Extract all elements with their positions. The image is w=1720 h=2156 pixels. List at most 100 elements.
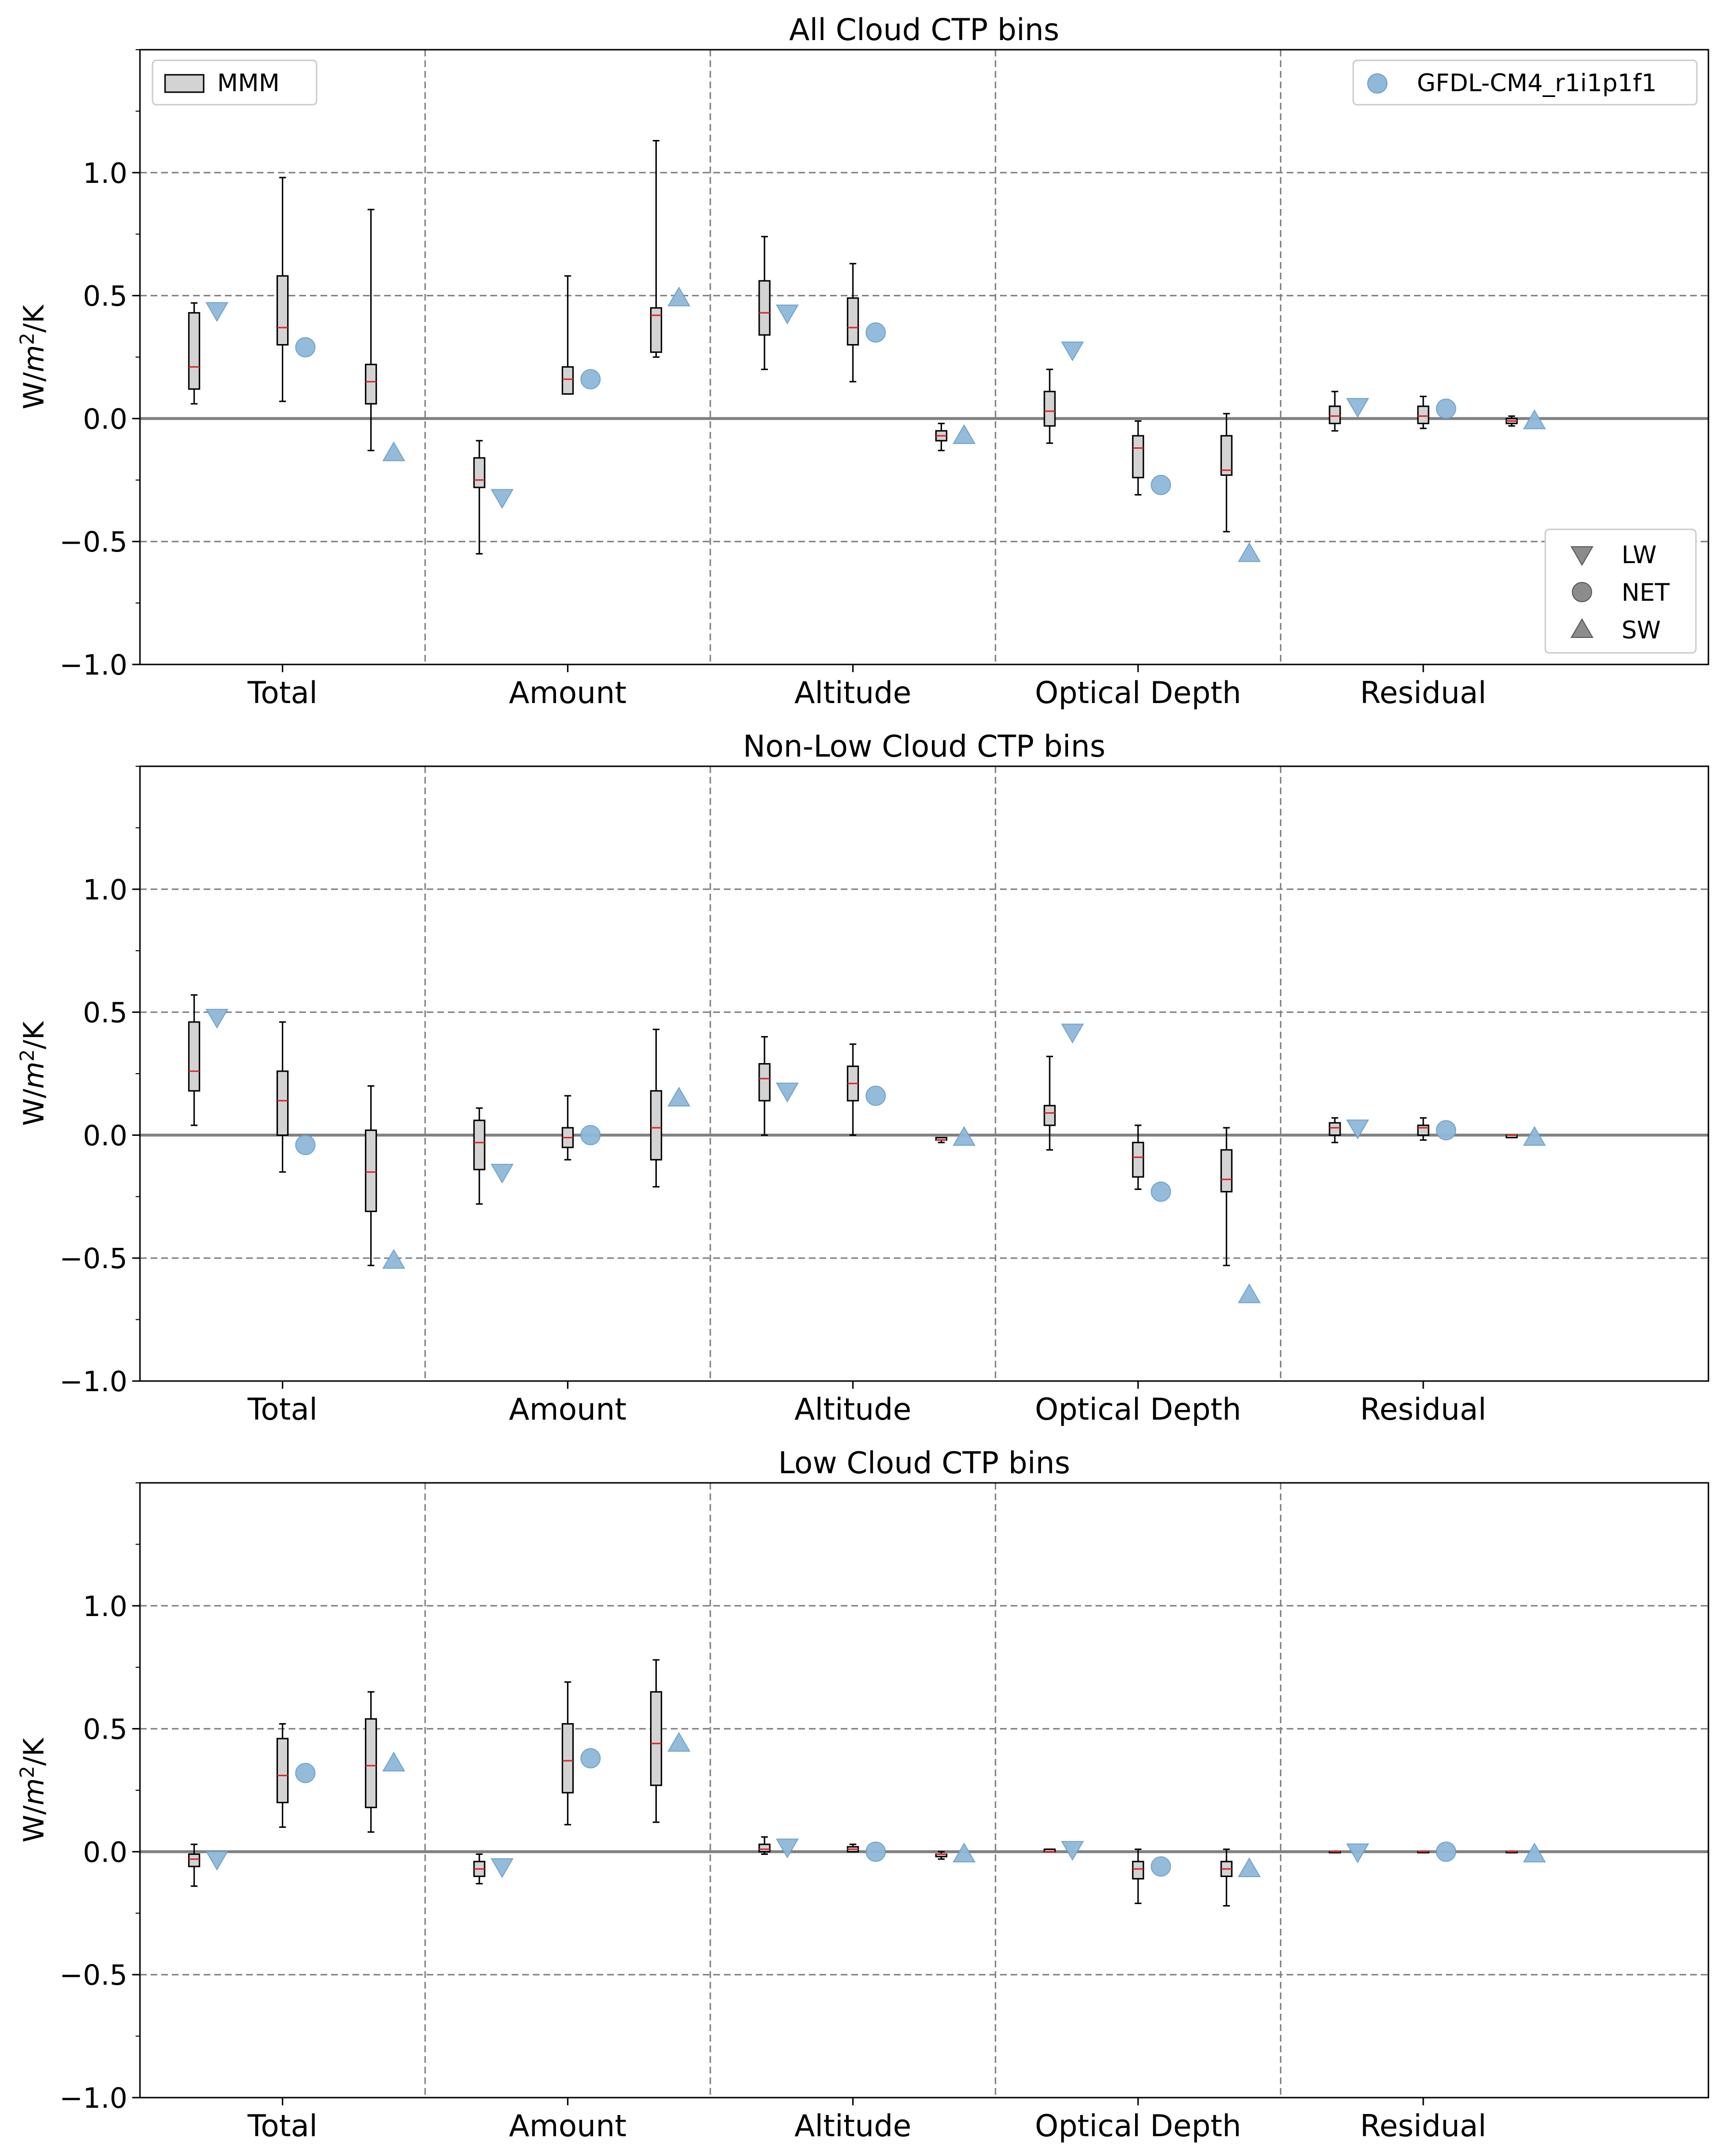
model-marker-net <box>865 1841 886 1862</box>
model-marker-lw <box>1061 341 1084 361</box>
box-iqr <box>188 1021 200 1092</box>
legend-frame <box>1352 59 1698 106</box>
x-tick-label: Total <box>247 2108 318 2143</box>
axes-frame <box>139 49 1709 665</box>
box-lw-residual <box>1329 390 1341 432</box>
model-marker-net <box>1436 399 1456 419</box>
model-marker-net <box>295 1763 316 1783</box>
box-net-amount <box>561 1681 574 1825</box>
box-iqr <box>846 297 859 346</box>
legend-mmm: MMM <box>152 59 318 106</box>
model-marker-lw <box>776 304 799 325</box>
box-lw-amount <box>473 1853 485 1885</box>
model-marker-net <box>1436 1841 1456 1862</box>
legend-marker-net <box>1572 582 1592 602</box>
box-net-altitude <box>846 1043 859 1136</box>
model-marker-sw <box>952 1842 976 1863</box>
model-marker-net <box>865 1085 886 1106</box>
box-iqr <box>1329 1122 1341 1136</box>
box-iqr <box>758 1843 771 1852</box>
x-tick-label: Residual <box>1360 1392 1486 1427</box>
model-marker-sw <box>1523 1126 1546 1146</box>
box-iqr <box>1043 1105 1056 1126</box>
x-tick-label: Optical Depth <box>1035 675 1241 710</box>
model-marker-sw <box>1237 1283 1261 1303</box>
box-iqr <box>650 1090 663 1161</box>
box-iqr <box>1417 405 1429 425</box>
panel-2: −1.0 −0.5 0.0 0.5 1.0 Total Amount Altitude Opti… <box>16 729 1709 1427</box>
box-iqr <box>188 312 200 390</box>
box-net-total <box>276 1723 289 1828</box>
box-iqr <box>561 1723 574 1794</box>
box-net-optical-depth <box>1132 1848 1144 1904</box>
box-iqr <box>1220 435 1233 476</box>
y-tick-label: 1.0 <box>83 1590 127 1623</box>
y-tick-label: 0.5 <box>83 280 127 313</box>
box-iqr <box>276 1738 289 1803</box>
legend-model: GFDL-CM4_r1i1p1f1 <box>1352 59 1698 106</box>
y-axis-label: W/m2/K <box>16 1021 50 1126</box>
model-marker-sw <box>382 1249 405 1269</box>
box-iqr <box>365 363 377 405</box>
box-net-amount <box>561 1095 574 1161</box>
model-marker-lw <box>1061 1023 1084 1044</box>
box-iqr <box>188 1853 200 1867</box>
y-tick-label: 1.0 <box>83 873 127 906</box>
model-marker-lw <box>205 1851 229 1871</box>
box-iqr <box>1132 1861 1144 1880</box>
x-tick-label: Optical Depth <box>1035 1392 1241 1427</box>
model-marker-net <box>1151 474 1171 495</box>
y-tick-label: −1.0 <box>59 1365 127 1398</box>
box-iqr <box>1220 1149 1233 1193</box>
x-tick-label: Residual <box>1360 675 1486 710</box>
legend-frame <box>152 59 318 106</box>
box-sw-total <box>365 1691 377 1833</box>
legend-component-label: LW <box>1622 541 1657 569</box>
model-marker-net <box>295 337 316 358</box>
y-tick-label: −0.5 <box>59 525 127 558</box>
box-iqr <box>473 1119 485 1171</box>
legend-marker-lw <box>1570 546 1594 566</box>
model-marker-sw <box>382 441 405 461</box>
box-sw-amount <box>650 1028 663 1188</box>
model-marker-lw <box>490 489 514 509</box>
box-iqr <box>1132 1142 1144 1178</box>
box-iqr <box>473 457 485 488</box>
model-marker-net <box>580 369 601 389</box>
box-iqr <box>276 1070 289 1136</box>
legend-model-marker <box>1367 73 1387 94</box>
axes-frame <box>139 765 1709 1382</box>
model-marker-lw <box>205 1009 229 1029</box>
y-tick-label: −1.0 <box>59 2082 127 2115</box>
model-marker-lw <box>1346 398 1369 418</box>
y-tick-label: 1.0 <box>83 157 127 190</box>
y-tick-label: −0.5 <box>59 1242 127 1275</box>
model-marker-net <box>580 1125 601 1146</box>
box-net-residual <box>1417 396 1429 429</box>
box-iqr <box>1043 390 1056 427</box>
model-marker-net <box>865 322 886 343</box>
model-marker-net <box>1151 1856 1171 1877</box>
model-marker-sw <box>952 1126 976 1146</box>
legend-component-label: NET <box>1622 579 1670 607</box>
model-marker-sw <box>667 286 691 306</box>
box-iqr <box>276 275 289 346</box>
model-marker-lw <box>776 1082 799 1103</box>
box-sw-amount <box>650 1659 663 1823</box>
box-iqr <box>1329 405 1341 425</box>
box-net-optical-depth <box>1132 1124 1144 1190</box>
x-tick-label: Altitude <box>794 2108 911 2143</box>
legend-model-label: GFDL-CM4_r1i1p1f1 <box>1417 69 1657 97</box>
box-net-optical-depth <box>1132 420 1144 496</box>
box-sw-altitude <box>935 1851 947 1860</box>
box-sw-optical-depth <box>1220 413 1233 533</box>
box-iqr <box>650 1691 663 1786</box>
y-tick-label: 0.5 <box>83 996 127 1029</box>
model-marker-lw <box>205 302 229 322</box>
model-marker-net <box>1436 1120 1456 1141</box>
box-net-residual <box>1417 1117 1429 1141</box>
box-iqr <box>1417 1124 1429 1136</box>
box-lw-total <box>188 994 200 1126</box>
y-tick-label: 0.5 <box>83 1713 127 1746</box>
